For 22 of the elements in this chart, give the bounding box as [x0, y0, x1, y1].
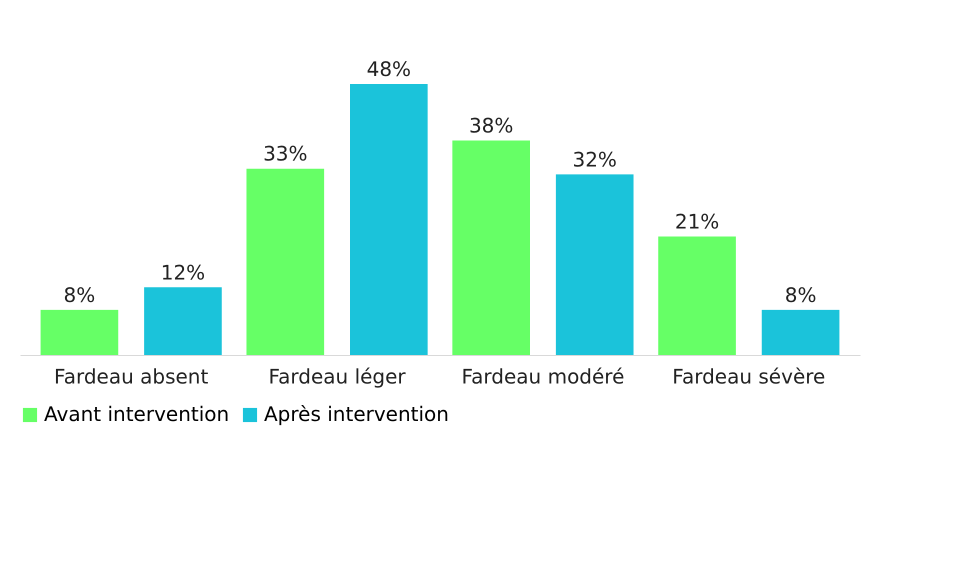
legend-label: Avant intervention [44, 402, 230, 426]
data-label: 21% [674, 209, 720, 234]
bar [350, 84, 428, 355]
x-tick-label: Fardeau absent [54, 364, 208, 388]
legend-label: Après intervention [264, 402, 449, 426]
bar [556, 174, 634, 355]
x-tick-label: Fardeau sévère [672, 364, 826, 388]
data-label: 32% [572, 147, 617, 172]
bar [762, 310, 840, 355]
data-label: 48% [366, 57, 412, 81]
x-tick-label: Fardeau modéré [461, 364, 624, 388]
data-label: 8% [784, 282, 816, 307]
data-label: 38% [468, 113, 514, 138]
bar [144, 287, 222, 355]
data-label: 33% [263, 142, 308, 166]
data-label: 8% [64, 282, 96, 307]
bar [658, 236, 736, 355]
bar [40, 310, 118, 355]
data-label: 12% [160, 260, 206, 284]
bar [452, 140, 530, 355]
bar [246, 168, 324, 355]
x-tick-label: Fardeau léger [268, 364, 406, 388]
